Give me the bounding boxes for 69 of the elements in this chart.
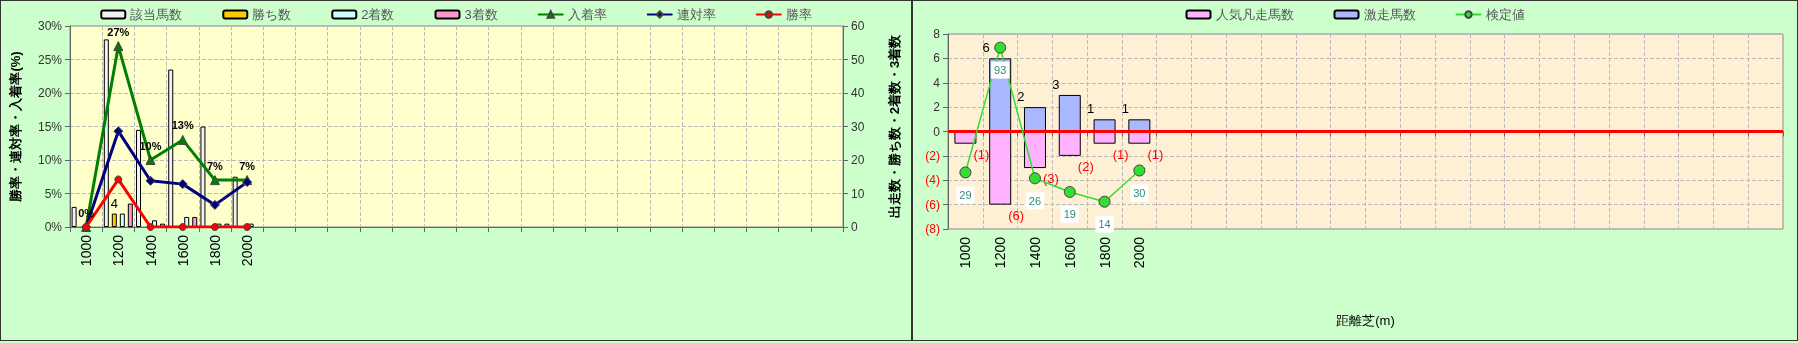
- y-tick-label: 2: [933, 100, 941, 115]
- y-tick-label: 4: [933, 75, 941, 90]
- data-label: 4: [110, 195, 118, 211]
- data-label: (1): [973, 146, 990, 162]
- data-label: (2): [1077, 158, 1094, 174]
- data-label: (1): [1147, 146, 1164, 162]
- legend-label: 検定値: [1485, 7, 1525, 22]
- x-tick-label: 1800: [1096, 236, 1113, 269]
- data-label: 2: [1017, 89, 1025, 105]
- x-tick-label: 2000: [239, 234, 256, 267]
- x-tick-label: 1000: [78, 234, 95, 267]
- y2-tick-label: 0: [851, 220, 858, 234]
- y-tick-label: (8): [925, 222, 940, 236]
- y-tick-label: 20%: [37, 86, 63, 100]
- y-tick-label: 5%: [44, 186, 63, 201]
- data-label: 26: [1028, 194, 1042, 207]
- y-tick-label: 15%: [37, 119, 63, 134]
- x-tick-label: 1200: [992, 236, 1009, 269]
- y-tick-label: 25%: [37, 52, 63, 67]
- x-tick-label: 1200: [110, 234, 127, 267]
- data-label: (3): [1043, 171, 1059, 187]
- data-label: 29: [959, 188, 972, 201]
- y2-tick-label: 10: [851, 186, 865, 201]
- legend-label: 3着数: [464, 7, 498, 22]
- data-label: 27%: [107, 25, 130, 38]
- y-axis-title: 勝率・連対率・入着率(%): [8, 51, 23, 203]
- y-tick-label: 10%: [37, 153, 63, 167]
- data-label: 6: [982, 40, 990, 56]
- y-tick-label: 0%: [44, 220, 63, 234]
- data-label: 1: [1086, 101, 1095, 117]
- legend-label: 勝率: [785, 7, 812, 22]
- data-label: (6): [1008, 207, 1025, 223]
- x-tick-label: 2000: [1131, 236, 1148, 269]
- legend-label: 勝ち数: [252, 7, 292, 22]
- legend-label: 人気凡走馬数: [1215, 7, 1294, 22]
- y2-tick-label: 50: [851, 52, 865, 67]
- data-label: 30: [1133, 187, 1146, 199]
- y-tick-label: 30%: [37, 19, 63, 33]
- legend-label: 2着数: [361, 7, 395, 22]
- y2-tick-label: 20: [851, 153, 865, 167]
- data-label: 1: [1121, 101, 1129, 117]
- y2-tick-label: 60: [851, 19, 865, 33]
- y-tick-label: 0: [933, 124, 941, 139]
- legend-label: 激走馬数: [1363, 7, 1416, 22]
- data-label: 19: [1063, 208, 1076, 221]
- legend-label: 入着率: [567, 7, 607, 22]
- x-tick-label: 1000: [957, 236, 974, 269]
- x-axis-title: 距離芝(m): [1336, 313, 1395, 328]
- data-label: 7%: [239, 159, 256, 172]
- data-label: 3: [1052, 76, 1060, 92]
- x-tick-label: 1400: [1026, 236, 1043, 269]
- x-tick-label: 1800: [206, 234, 223, 267]
- x-tick-label: 1400: [142, 234, 159, 267]
- y-tick-label: (6): [925, 197, 940, 212]
- y-tick-label: (2): [925, 148, 940, 163]
- y-tick-label: 8: [933, 27, 941, 41]
- y2-tick-label: 40: [851, 86, 865, 100]
- data-label: (1): [1112, 146, 1129, 162]
- x-tick-label: 1600: [1061, 236, 1078, 269]
- y-tick-label: (4): [925, 173, 940, 188]
- x-tick-label: 1600: [174, 234, 191, 267]
- y-tick-label: 6: [933, 51, 941, 66]
- legend-label: 連対率: [676, 7, 716, 22]
- y2-axis-title: 出走数・勝ち数・2着数・3着数: [887, 33, 902, 219]
- legend-label: 該当馬数: [130, 7, 183, 22]
- data-label: 93: [994, 64, 1007, 77]
- data-label: 7%: [206, 159, 224, 172]
- data-label: 14: [1098, 218, 1111, 231]
- y2-tick-label: 30: [851, 119, 865, 134]
